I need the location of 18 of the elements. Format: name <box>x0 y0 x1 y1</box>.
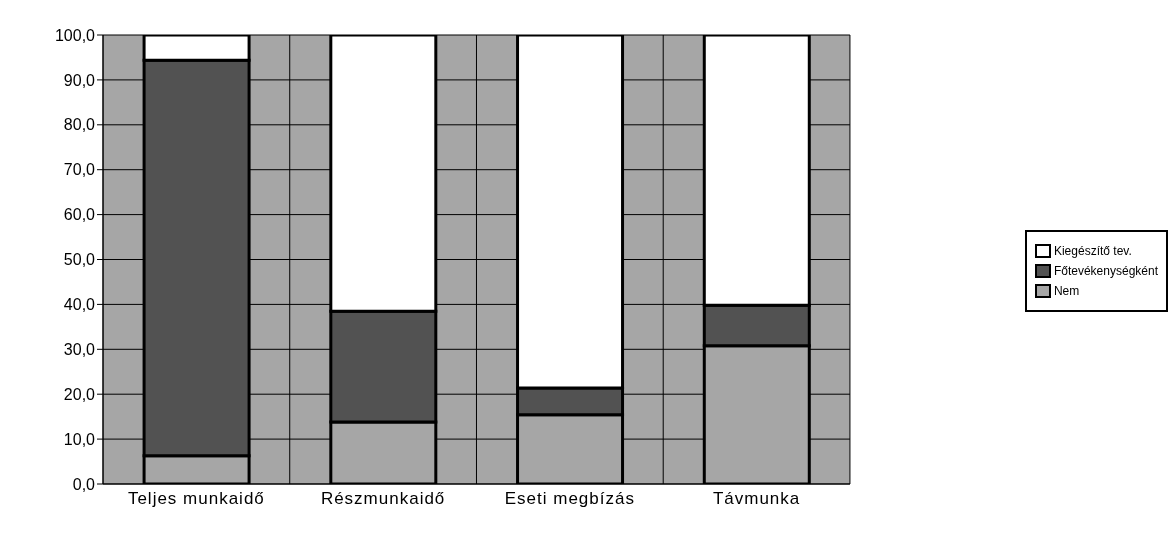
y-tick-label: 80,0 <box>63 116 96 134</box>
x-tick-label: Távmunka <box>712 489 801 509</box>
y-tick-label: 70,0 <box>63 161 96 179</box>
x-tick-label: Teljes munkaidő <box>127 489 265 509</box>
x-tick-label: Részmunkaidő <box>320 489 446 509</box>
y-tick-label: 100,0 <box>54 26 96 44</box>
y-tick-label: 50,0 <box>63 251 96 269</box>
x-tick-label: Eseti megbízás <box>504 489 635 509</box>
y-tick-label: 90,0 <box>63 71 96 89</box>
y-tick-label: 30,0 <box>63 340 96 358</box>
legend-label: Főtevékenységként <box>1053 264 1158 278</box>
y-tick-label: 10,0 <box>63 430 96 448</box>
y-tick-label: 0,0 <box>72 475 96 493</box>
y-tick-label: 20,0 <box>63 385 96 403</box>
y-tick-label: 60,0 <box>63 206 96 224</box>
legend-label: Kiegészítő tev. <box>1053 244 1132 258</box>
y-tick-label: 40,0 <box>63 296 96 314</box>
legend-label: Nem <box>1053 284 1080 298</box>
